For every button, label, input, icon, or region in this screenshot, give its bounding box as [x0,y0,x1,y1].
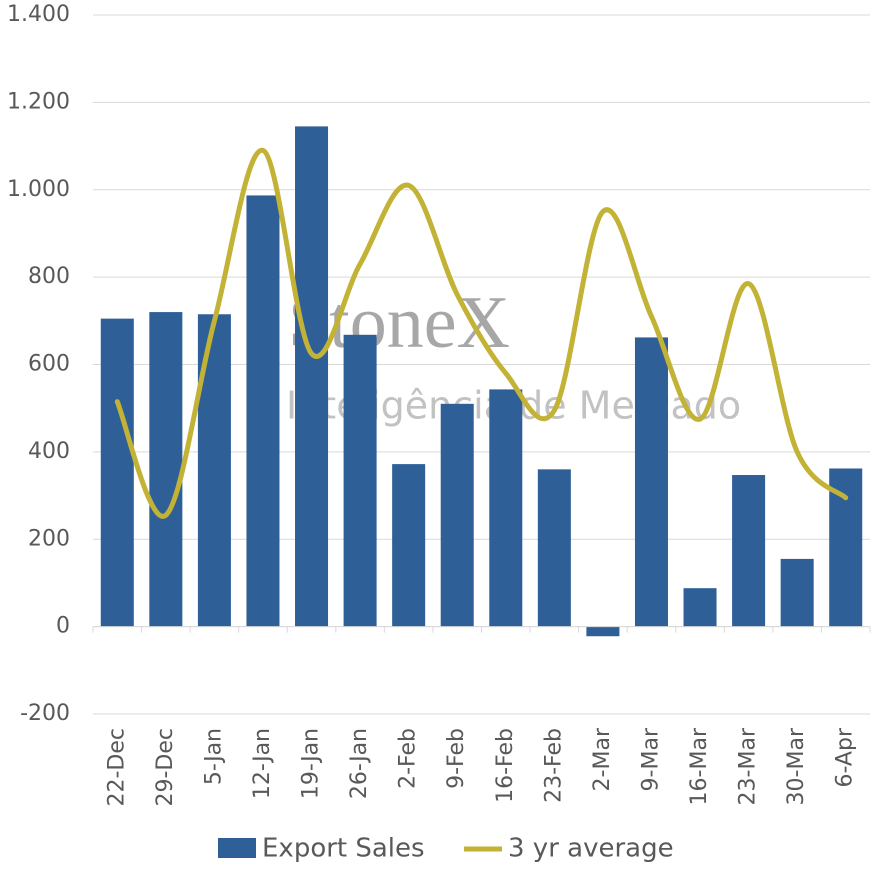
y-tick-label: 0 [56,614,70,639]
bar [246,195,280,627]
x-tick-label: 16-Feb [493,728,518,803]
bar [634,337,668,627]
bar [343,334,377,627]
x-tick-label: 9-Feb [444,728,469,789]
legend-label: Export Sales [262,834,425,864]
x-tick-label: 2-Mar [590,727,615,791]
bar [149,312,183,627]
x-tick-label: 29-Dec [153,728,178,807]
y-tick-label: 600 [28,352,70,377]
bar [586,626,620,637]
y-tick-label: 1.000 [7,177,70,202]
y-tick-label: 1.200 [7,89,70,114]
bar [732,475,766,627]
legend-label: 3 yr average [508,834,674,864]
bar [100,318,134,627]
bar [780,558,814,627]
x-tick-label: 19-Jan [299,728,324,799]
bar [537,469,571,627]
bar [392,464,426,627]
x-tick-label: 23-Feb [541,728,566,803]
x-tick-label: 23-Mar [736,727,761,805]
bar [295,126,329,627]
x-tick-label: 6-Apr [833,727,858,787]
x-tick-label: 9-Mar [638,727,663,791]
bar [683,588,717,627]
legend-swatch [218,838,256,858]
x-tick-label: 5-Jan [201,728,226,785]
x-tick-label: 12-Jan [250,728,275,799]
x-tick-label: 22-Dec [104,728,129,807]
y-tick-label: 800 [28,264,70,289]
bar [489,389,523,627]
y-tick-label: -200 [20,701,70,726]
x-tick-label: 2-Feb [396,728,421,789]
x-tick-label: 30-Mar [784,727,809,805]
y-tick-label: 200 [28,526,70,551]
line [114,147,849,519]
legend: Export Sales 3 yr average [218,834,674,864]
y-tick-label: 1.400 [7,2,70,27]
x-tick-label: 16-Mar [687,727,712,805]
x-tick-label: 26-Jan [347,728,372,799]
bar [440,403,474,627]
y-tick-label: 400 [28,439,70,464]
